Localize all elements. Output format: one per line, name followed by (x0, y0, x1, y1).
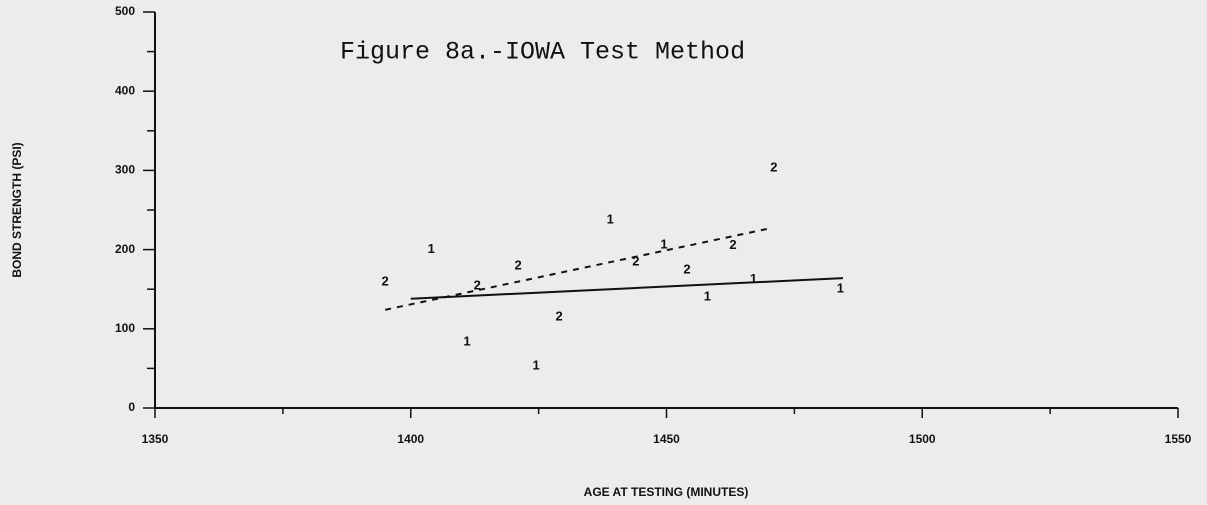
point-marker: 1 (532, 357, 539, 372)
point-marker: 2 (632, 254, 639, 269)
chart-title: Figure 8a.-IOWA Test Method (340, 38, 745, 67)
point-marker: 2 (770, 159, 777, 174)
y-tick-label: 200 (115, 242, 135, 256)
fit-line (410, 277, 844, 300)
point-marker: 1 (428, 241, 435, 256)
x-tick-label: 1550 (1165, 432, 1192, 446)
point-marker: 1 (704, 289, 711, 304)
point-marker: 1 (463, 334, 470, 349)
point-marker: 1 (660, 236, 667, 251)
y-tick-label: 500 (115, 4, 135, 18)
fit-line (384, 228, 767, 311)
x-tick-label: 1350 (142, 432, 169, 446)
point-marker: 1 (750, 271, 757, 286)
y-tick-label: 400 (115, 83, 135, 97)
point-marker: 2 (729, 237, 736, 252)
x-axis-label: AGE AT TESTING (MINUTES) (584, 485, 749, 499)
y-tick-label: 100 (115, 321, 135, 335)
point-marker: 2 (515, 258, 522, 273)
x-tick-label: 1400 (397, 432, 424, 446)
point-marker: 2 (474, 277, 481, 292)
x-tick-label: 1500 (909, 432, 936, 446)
point-marker: 1 (837, 281, 844, 296)
y-tick-label: 300 (115, 163, 135, 177)
x-tick-label: 1450 (653, 432, 680, 446)
point-marker: 2 (555, 308, 562, 323)
y-tick-label: 0 (128, 400, 135, 414)
point-marker: 2 (382, 274, 389, 289)
y-axis-label: BOND STRENGTH (PSI) (10, 142, 24, 277)
point-marker: 1 (607, 212, 614, 227)
point-marker: 2 (683, 262, 690, 277)
